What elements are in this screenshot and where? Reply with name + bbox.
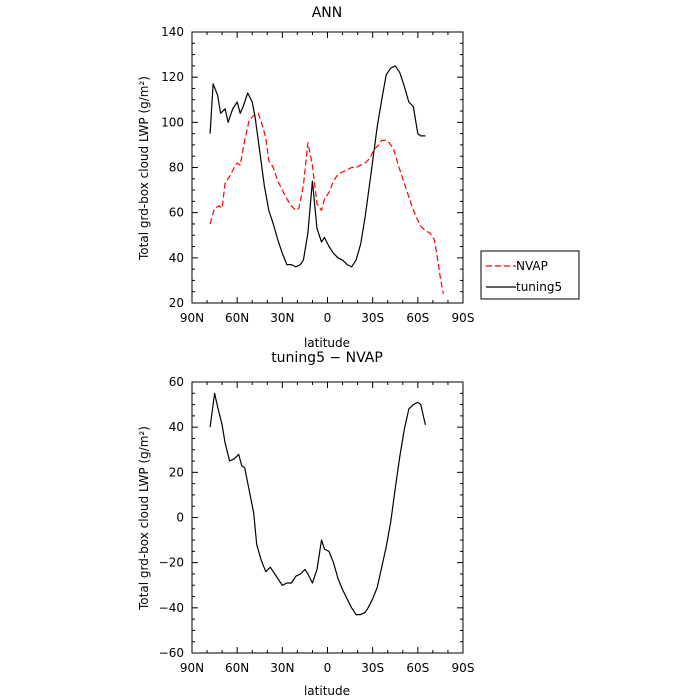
top-x-axis-title: latitude bbox=[304, 336, 350, 350]
x-tick-label: 90N bbox=[180, 661, 204, 675]
legend-label-nvap: NVAP bbox=[516, 259, 548, 273]
x-tick-label: 90N bbox=[180, 311, 204, 325]
series-line-tuning5 bbox=[209, 65, 426, 268]
legend-box bbox=[480, 250, 580, 300]
x-tick-label: 60S bbox=[406, 661, 429, 675]
top-plot-area: 90N 60N 30N 0 30S 60S 90S 20 40 60 80 100 120 140 bbox=[161, 25, 474, 325]
y-tick-label: 80 bbox=[169, 161, 184, 175]
legend: NVAP tuning5 bbox=[480, 250, 580, 300]
series-line-nvap bbox=[209, 112, 444, 295]
y-tick-label: 60 bbox=[169, 206, 184, 220]
y-tick-label: −60 bbox=[159, 646, 184, 660]
x-tick-label: 60N bbox=[225, 311, 249, 325]
y-tick-label: 20 bbox=[169, 296, 184, 310]
y-tick-label: 40 bbox=[169, 251, 184, 265]
top-panel-title: ANN bbox=[312, 5, 343, 21]
x-tick-label: 60S bbox=[406, 311, 429, 325]
series-line-difference bbox=[209, 392, 426, 616]
y-tick-label: −20 bbox=[159, 556, 184, 570]
x-tick-label: 30S bbox=[361, 661, 384, 675]
x-tick-label: 30S bbox=[361, 311, 384, 325]
bottom-plot-area: 90N 60N 30N 0 30S 60S 90S −60 −40 −20 0 20 40 60 bbox=[159, 375, 475, 675]
top-panel: ANN 90N 60N 30N 0 30S 60S 90S 20 40 60 80 100 120 140… bbox=[137, 5, 474, 350]
y-tick-label: 20 bbox=[169, 465, 184, 479]
bottom-panel-title: tuning5 − NVAP bbox=[271, 350, 383, 366]
x-tick-label: 0 bbox=[324, 311, 332, 325]
legend-label-tuning5: tuning5 bbox=[516, 280, 562, 294]
bottom-x-axis-title: latitude bbox=[304, 684, 350, 698]
x-tick-label: 90S bbox=[452, 311, 475, 325]
x-tick-label: 30N bbox=[270, 661, 294, 675]
y-tick-label: 120 bbox=[161, 70, 184, 84]
y-tick-label: 100 bbox=[161, 115, 184, 129]
y-tick-label: 140 bbox=[161, 25, 184, 39]
y-tick-label: 0 bbox=[176, 511, 184, 525]
top-y-axis-title: Total grd-box cloud LWP (g/m²) bbox=[137, 76, 151, 261]
y-tick-label: −40 bbox=[159, 601, 184, 615]
x-tick-label: 30N bbox=[270, 311, 294, 325]
x-tick-label: 0 bbox=[324, 661, 332, 675]
y-tick-label: 60 bbox=[169, 375, 184, 389]
y-tick-label: 40 bbox=[169, 420, 184, 434]
x-tick-label: 60N bbox=[225, 661, 249, 675]
bottom-panel: tuning5 − NVAP 90N 60N 30N 0 30S 60S 90S −60 −40… bbox=[137, 350, 474, 698]
bottom-y-axis-title: Total grd-box cloud LWP (g/m²) bbox=[137, 426, 151, 611]
x-tick-label: 90S bbox=[452, 661, 475, 675]
